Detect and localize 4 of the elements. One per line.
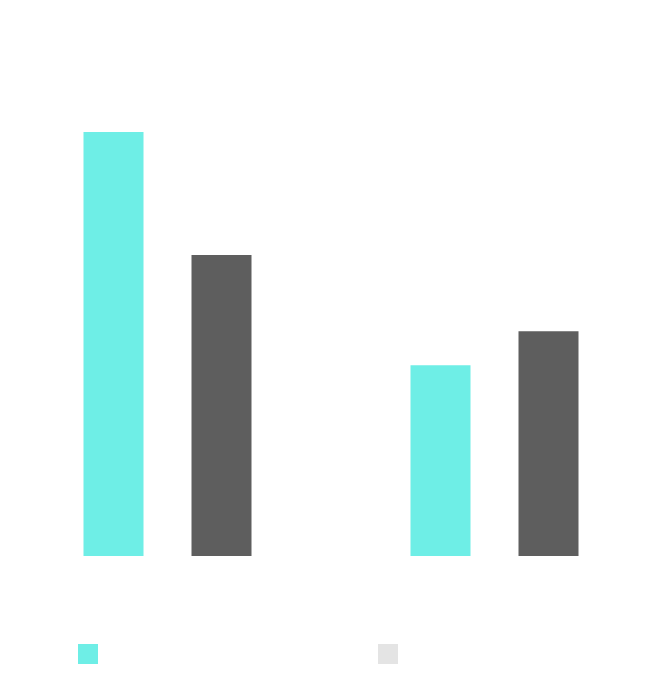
bar: [518, 331, 579, 556]
bar: [191, 254, 252, 556]
bar: [410, 365, 471, 556]
bar: [83, 132, 144, 556]
